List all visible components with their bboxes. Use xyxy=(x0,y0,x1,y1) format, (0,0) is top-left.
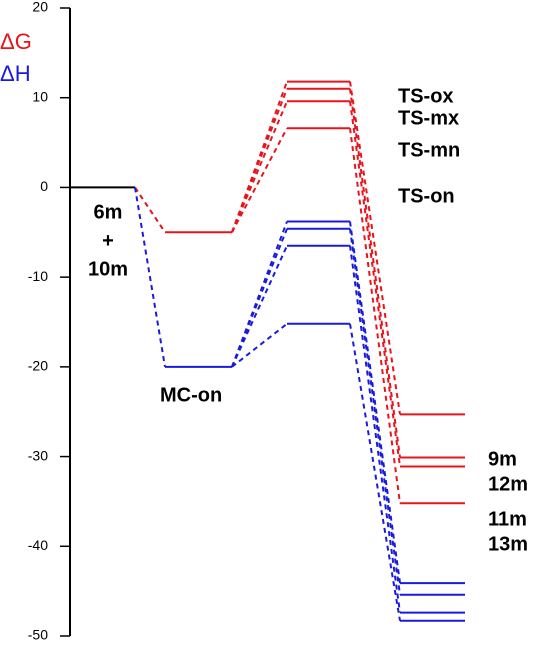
y-tick-label: -10 xyxy=(28,268,48,284)
legend-entry: ΔG xyxy=(0,29,32,54)
connector xyxy=(349,221,401,584)
start-label: + xyxy=(102,230,114,252)
connector xyxy=(231,245,288,368)
connector xyxy=(349,101,401,467)
connector xyxy=(349,228,401,595)
connector xyxy=(349,88,401,458)
connector xyxy=(231,81,288,233)
level-label: TS-mn xyxy=(398,139,460,161)
level-label: TS-ox xyxy=(398,85,454,107)
start-label: 10m xyxy=(88,258,128,280)
legend-entry: ΔH xyxy=(0,61,31,86)
y-tick-label: -40 xyxy=(28,537,48,553)
level-label: 9m xyxy=(488,448,517,470)
y-tick-label: -50 xyxy=(28,627,48,643)
connector xyxy=(349,81,401,415)
level-label: 13m xyxy=(488,533,528,555)
connector xyxy=(349,245,401,613)
start-label: 6m xyxy=(94,201,123,223)
y-tick-label: -20 xyxy=(28,358,48,374)
y-tick-label: -30 xyxy=(28,447,48,463)
connector xyxy=(134,187,166,368)
connector xyxy=(231,127,288,233)
connector xyxy=(231,88,288,233)
level-label: 12m xyxy=(488,473,528,495)
y-tick-label: 10 xyxy=(32,88,48,104)
connector xyxy=(231,228,288,368)
connector xyxy=(231,221,288,368)
connector xyxy=(349,128,401,504)
y-tick-label: 0 xyxy=(40,178,48,194)
connector xyxy=(231,323,288,368)
level-label: 11m xyxy=(488,508,527,530)
level-label: TS-on xyxy=(398,185,455,207)
connector xyxy=(231,100,288,233)
level-label: TS-mx xyxy=(398,107,459,129)
y-tick-label: 20 xyxy=(32,0,48,15)
level-label: MC-on xyxy=(160,384,222,406)
